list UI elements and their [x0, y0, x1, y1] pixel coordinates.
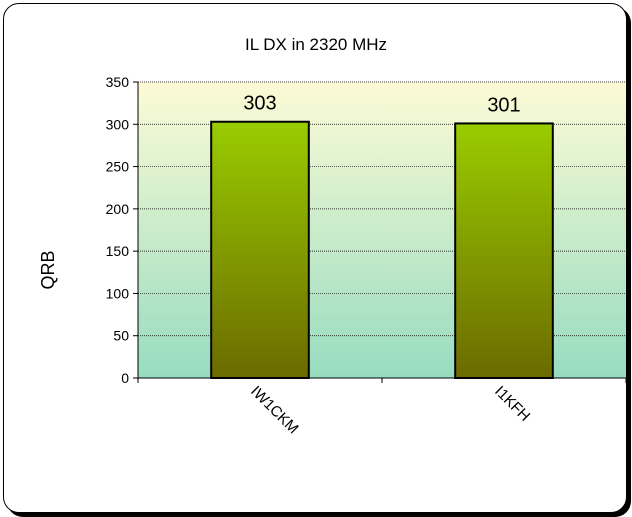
y-tick-label: 250 [106, 159, 130, 175]
bars [210, 120, 554, 380]
y-tick-label: 100 [106, 285, 130, 301]
data-label: 303 [243, 93, 276, 115]
category-label: IW1CKM [247, 383, 301, 437]
data-label: 301 [487, 94, 520, 116]
y-tick-label: 300 [106, 116, 130, 132]
y-tick-label: 350 [106, 74, 130, 90]
category-label: I1KFH [491, 383, 533, 425]
bar [454, 122, 554, 379]
y-tick-label: 0 [121, 370, 129, 386]
y-tick-label: 200 [106, 201, 130, 217]
axes [137, 82, 627, 383]
y-tick-label: 50 [113, 328, 129, 344]
chart-title: IL DX in 2320 MHz [245, 35, 387, 54]
y-tick-label: 150 [106, 243, 130, 259]
category-labels: IW1CKM I1KFH [247, 383, 533, 437]
y-axis-label: QRB [38, 250, 58, 289]
y-ticks: 0 50 100 150 200 250 300 350 [106, 74, 138, 386]
bar [210, 120, 310, 380]
data-labels: 303 301 [243, 93, 520, 117]
